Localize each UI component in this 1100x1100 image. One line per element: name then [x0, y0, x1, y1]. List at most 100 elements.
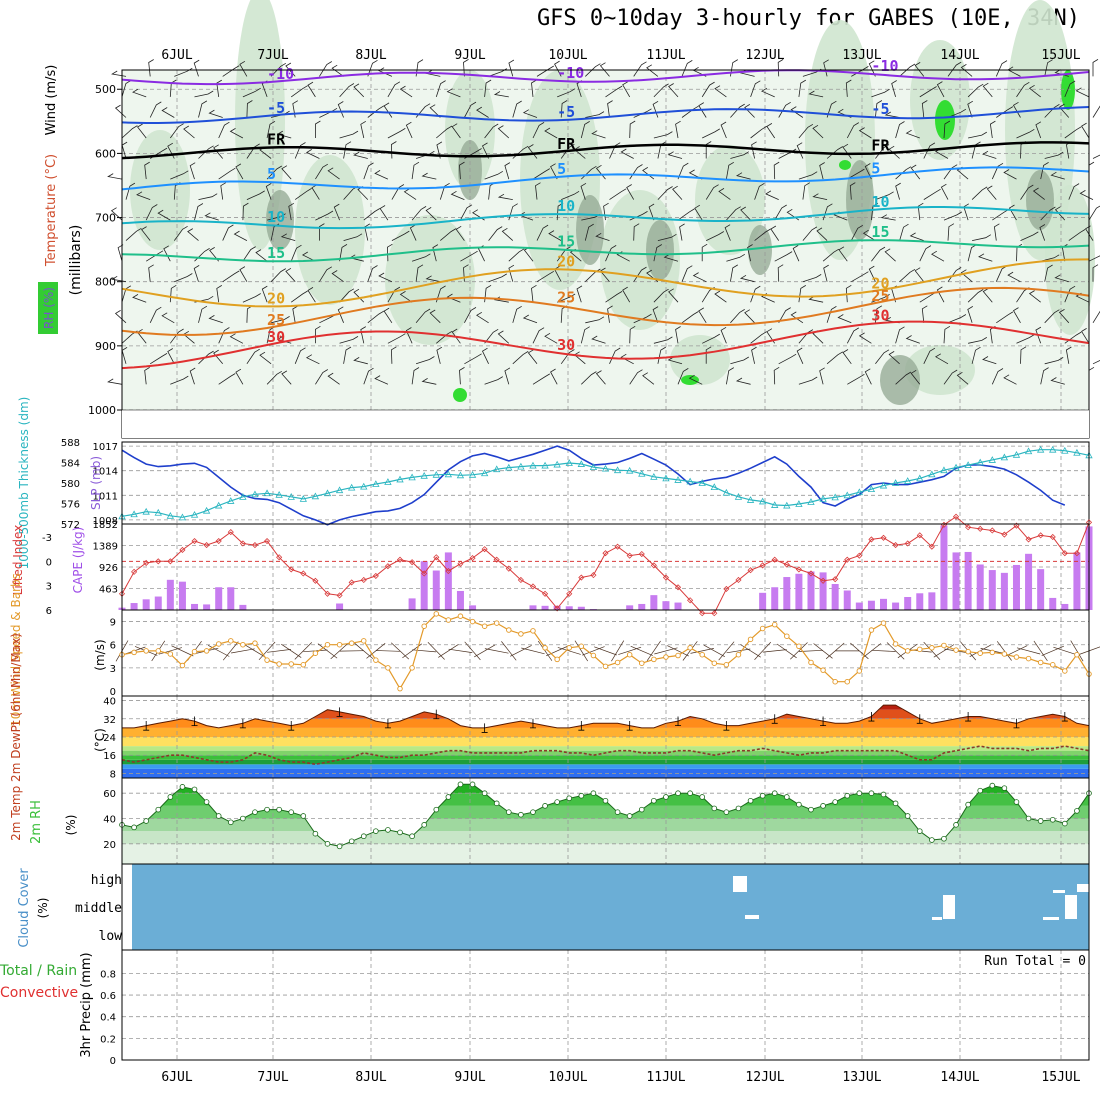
wind-speed-point: [518, 631, 524, 637]
date-label-top: 15JUL: [1041, 48, 1080, 63]
wind-barb: [531, 79, 537, 97]
wind-barb: [216, 285, 223, 303]
wind-barb: [1044, 357, 1064, 365]
cape-tick: 1389: [93, 542, 118, 553]
isotherm-label: 20: [267, 289, 285, 307]
wind-speed-point: [929, 645, 935, 651]
isotherm-label: 5: [871, 159, 880, 177]
rh-shade: [385, 215, 475, 345]
wind-barb: [982, 356, 997, 365]
wind-barb: [868, 60, 876, 77]
wind-speed-point: [215, 641, 222, 647]
wind-barb: [1044, 104, 1060, 118]
wind-barb: [242, 246, 256, 262]
wind-barb: [315, 325, 321, 344]
wind-barb: [1040, 254, 1060, 262]
wind-barb: [1050, 171, 1065, 180]
cloud-level-label: middle: [75, 901, 122, 916]
wind-barb: [967, 306, 974, 323]
wind-barb: [847, 168, 865, 180]
wind-barb: [705, 346, 712, 364]
thickness-point: [202, 506, 211, 514]
wind-speed-point: [904, 648, 911, 654]
wind-barb: [730, 264, 739, 282]
upper-title-rh: RH (%): [42, 287, 56, 329]
wind-barb: [204, 212, 219, 221]
wind-barb: [235, 163, 244, 180]
wind-barb: [923, 142, 936, 159]
upper-title-wind: Wind (m/s): [44, 65, 59, 136]
lifted-index-point: [989, 527, 996, 534]
pressure-tick: 700: [95, 212, 116, 225]
wind-barb: [1020, 184, 1034, 200]
cape-bar: [577, 606, 585, 610]
lifted-index-point: [795, 566, 802, 573]
wind-barb: [1075, 87, 1090, 98]
wind-barb: [726, 161, 735, 180]
wind-barb: [681, 265, 693, 282]
cape-bar: [831, 583, 839, 610]
lifted-index-point: [626, 552, 633, 559]
rh-shade: [1005, 0, 1075, 260]
wind-speed-point: [131, 649, 137, 656]
precip-tick: 0.6: [100, 991, 116, 1002]
wind-barb: [403, 188, 417, 200]
wind-barb: [536, 270, 555, 283]
date-label-top: 14JUL: [940, 48, 979, 63]
wind-barb: [838, 246, 848, 262]
cloud-gap: [943, 895, 955, 919]
lifted-index-point: [541, 590, 549, 597]
wind-barb: [849, 182, 856, 200]
wind10m-title: 10m Wind Speed & Barbs: [9, 573, 23, 727]
wind-barb: [607, 100, 613, 118]
wind-barb: [677, 162, 689, 180]
wind-barb: [826, 100, 837, 118]
thickness-point: [420, 471, 428, 479]
temp-panel: 40 32 24 16 8 2m Temp 2m DewPt (6hr Min/Max) (…: [9, 633, 1090, 841]
wind-barb: [1088, 161, 1095, 180]
wind-barb: [319, 223, 325, 241]
cape-bar: [928, 592, 936, 610]
wind-barb: [532, 122, 545, 139]
temp-band: [122, 709, 1089, 719]
wind-barb: [884, 111, 900, 118]
wind-barb: [198, 145, 214, 159]
wind-barb: [405, 121, 413, 139]
wind-barb: [1035, 326, 1042, 344]
wind-barb: [773, 161, 780, 180]
wind-speed-point: [832, 678, 838, 685]
cape-bar: [469, 605, 477, 610]
wind-barb: [411, 206, 427, 221]
rh-point: [348, 838, 355, 845]
lifted-index-point: [469, 555, 476, 562]
rh-point: [252, 809, 258, 815]
thickness-point: [1049, 445, 1057, 453]
cape-bar: [1049, 597, 1057, 610]
wind-barb: [307, 81, 316, 98]
wind-barb: [730, 151, 750, 159]
lifted-index-point: [203, 542, 210, 549]
wind-barb: [591, 130, 606, 139]
wind-barb: [343, 346, 352, 364]
wind-barb: [387, 333, 406, 344]
wind-barb-10m: [923, 641, 941, 660]
lifted-index-point: [820, 577, 827, 584]
lifted-index-point: [481, 546, 488, 553]
wind-barb-10m: [594, 646, 617, 656]
cape-bar: [444, 552, 452, 610]
wind-barb: [982, 288, 993, 303]
wind-barb: [802, 182, 811, 200]
lifted-index-point: [1049, 533, 1056, 541]
wind-barb-10m: [501, 641, 517, 661]
isotherm-label: 20: [557, 252, 575, 270]
thickness-title: 1000-500mb Thickness (dm): [17, 397, 31, 570]
wind-barb: [648, 203, 655, 221]
wind-barb: [960, 269, 973, 283]
thickness-point: [311, 492, 320, 500]
wind-barb: [694, 204, 703, 221]
rh-point: [784, 794, 790, 800]
thickness-point: [1061, 446, 1069, 454]
wind-barb-10m: [510, 645, 532, 657]
isotherm-label: 5: [267, 165, 276, 183]
wind-speed-point: [735, 651, 742, 658]
